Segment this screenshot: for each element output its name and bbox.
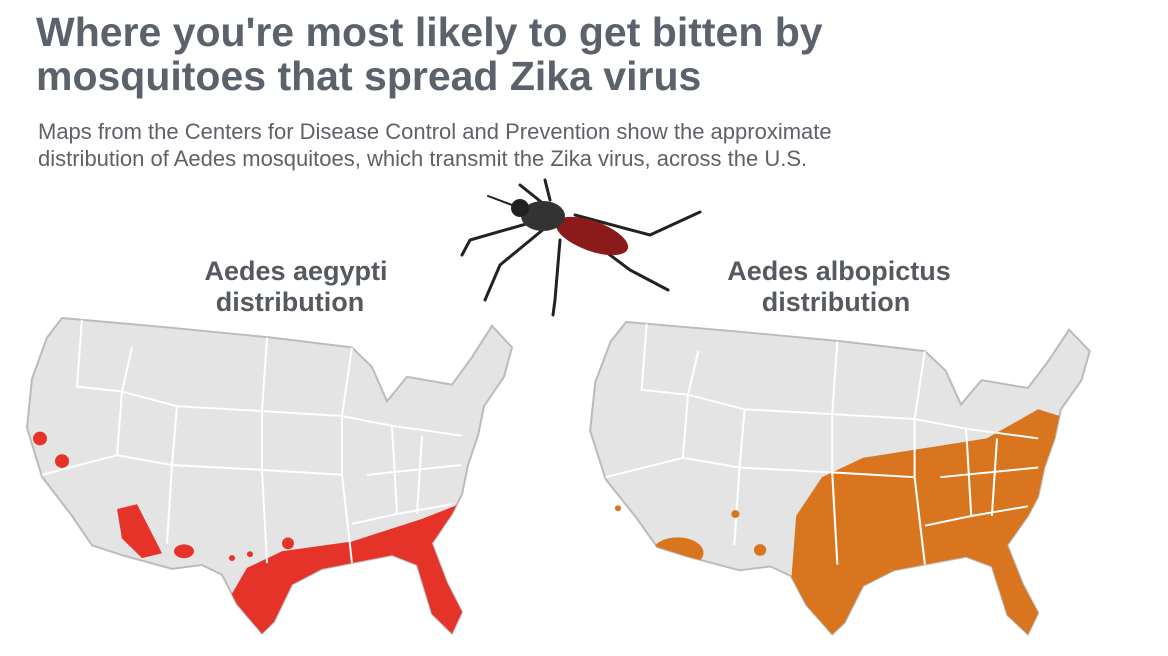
albopictus-map [589, 320, 1091, 636]
map-label: Aedes aegypti [204, 256, 387, 286]
aegypti-map [26, 317, 513, 635]
subtitle: Maps from the Centers for Disease Contro… [38, 118, 832, 172]
title: Where you're most likely to get bitten b… [36, 10, 823, 98]
subtitle-line: Maps from the Centers for Disease Contro… [38, 119, 832, 144]
mosquito-illustration [460, 178, 702, 317]
title-line: mosquitoes that spread Zika virus [36, 53, 702, 99]
map-label: distribution [216, 287, 364, 317]
map-label: distribution [762, 287, 910, 317]
map-label: Aedes albopictus [727, 256, 951, 286]
title-line: Where you're most likely to get bitten b… [36, 9, 823, 55]
subtitle-line: distribution of Aedes mosquitoes, which … [38, 146, 808, 171]
